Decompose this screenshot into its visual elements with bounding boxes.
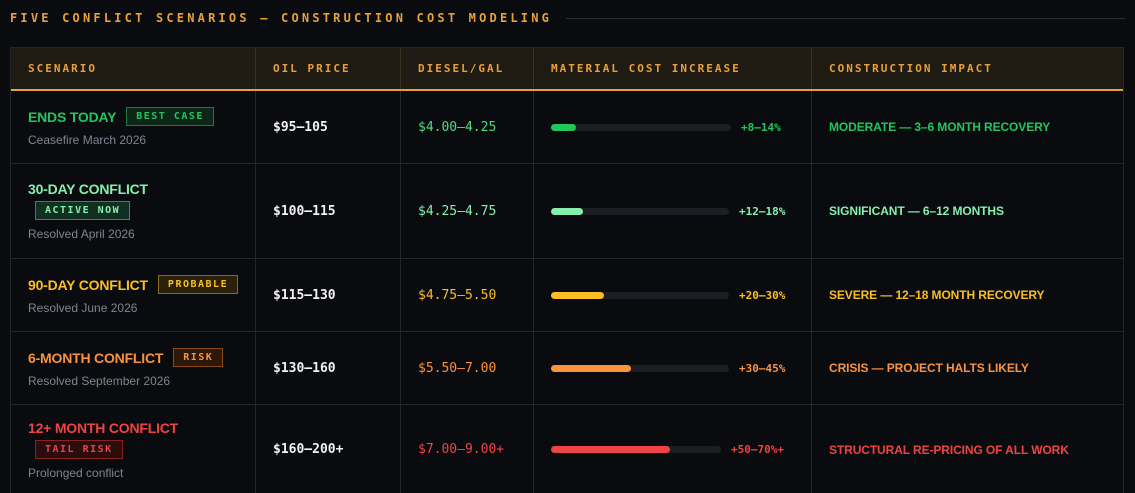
material-cost-cell: +50–70%+ [534,405,812,493]
material-cost-cell: +20–30% [534,259,812,331]
scenario-name: 12+ MONTH CONFLICT [28,419,179,436]
oil-price-value: $100–115 [273,203,336,219]
impact-label: SEVERE — 12–18 MONTH RECOVERY [829,288,1045,302]
oil-price-cell: $160–200+ [256,405,401,493]
oil-price-cell: $115–130 [256,259,401,331]
scenario-title-line: 90-DAY CONFLICT PROBABLE [28,275,239,294]
oil-price-value: $130–160 [273,360,336,376]
scenario-badge: TAIL RISK [35,439,123,459]
section-title: FIVE CONFLICT SCENARIOS — CONSTRUCTION C… [10,11,553,25]
cost-bar-fill [551,123,576,131]
cost-increase-label: +50–70%+ [731,443,784,456]
cost-bar-group: +20–30% [551,289,785,302]
diesel-price-value: $4.25–4.75 [418,203,497,219]
scenario-cell: ENDS TODAY BEST CASE Ceasefire March 202… [11,91,256,163]
cost-bar-track [551,446,721,453]
diesel-cell: $7.00–9.00+ [401,405,534,493]
cost-bar-track [551,364,729,372]
column-header-material-cost: MATERIAL COST INCREASE [534,48,812,89]
scenario-subtitle: Ceasefire March 2026 [28,133,147,147]
scenario-name: ENDS TODAY [28,108,117,125]
cost-increase-label: +8–14% [741,120,781,134]
cost-bar-group: +30–45% [551,362,785,375]
oil-price-value: $95–105 [273,119,328,135]
scenario-subtitle: Resolved April 2026 [28,227,135,241]
table-body: ENDS TODAY BEST CASE Ceasefire March 202… [11,91,1123,493]
scenario-subtitle: Prolonged conflict [28,465,124,480]
impact-cell: SEVERE — 12–18 MONTH RECOVERY [812,259,1123,331]
oil-price-cell: $100–115 [256,164,401,258]
impact-label: CRISIS — PROJECT HALTS LIKELY [829,361,1029,375]
scenario-cell: 6-MONTH CONFLICT RISK Resolved September… [11,332,256,404]
table-row: 90-DAY CONFLICT PROBABLE Resolved June 2… [11,259,1123,332]
section-heading: FIVE CONFLICT SCENARIOS — CONSTRUCTION C… [10,11,1125,25]
diesel-cell: $4.25–4.75 [401,164,534,258]
cost-bar-fill [551,207,583,215]
scenario-subtitle: Resolved September 2026 [28,374,171,388]
diesel-price-value: $7.00–9.00+ [418,442,505,457]
impact-cell: STRUCTURAL RE-PRICING OF ALL WORK [812,405,1123,493]
scenario-title-line: 30-DAY CONFLICT ACTIVE NOW [28,181,158,220]
cost-bar-group: +8–14% [551,121,781,134]
scenario-name: 6-MONTH CONFLICT [28,349,164,366]
column-header-oil-price: OIL PRICE [256,48,401,89]
cost-bar-fill [551,446,670,453]
scenario-name: 30-DAY CONFLICT [28,181,148,197]
table-row: ENDS TODAY BEST CASE Ceasefire March 202… [11,91,1123,164]
cost-bar-track [551,291,729,299]
scenario-table: SCENARIO OIL PRICE DIESEL/GAL MATERIAL C… [10,47,1124,493]
scenario-badge: ACTIVE NOW [35,201,131,220]
cost-increase-label: +12–18% [739,204,786,218]
table-row: 6-MONTH CONFLICT RISK Resolved September… [11,332,1123,405]
material-cost-cell: +12–18% [534,164,812,258]
impact-label: STRUCTURAL RE-PRICING OF ALL WORK [829,442,1069,457]
impact-label: MODERATE — 3–6 MONTH RECOVERY [829,120,1051,134]
oil-price-cell: $130–160 [256,332,401,404]
scenario-cell: 12+ MONTH CONFLICT TAIL RISK Prolonged c… [11,405,256,493]
scenario-badge: PROBABLE [157,275,239,294]
scenario-badge: RISK [173,348,224,367]
diesel-price-value: $4.00–4.25 [418,119,497,135]
diesel-cell: $5.50–7.00 [401,332,534,404]
oil-price-value: $160–200+ [273,442,344,457]
material-cost-cell: +30–45% [534,332,812,404]
diesel-cell: $4.75–5.50 [401,259,534,331]
scenario-name: 90-DAY CONFLICT [28,276,148,293]
diesel-price-value: $4.75–5.50 [418,287,497,303]
cost-bar-track [551,123,731,131]
cost-increase-label: +30–45% [739,361,786,375]
table-row: 30-DAY CONFLICT ACTIVE NOW Resolved Apri… [11,164,1123,259]
table-row: 12+ MONTH CONFLICT TAIL RISK Prolonged c… [11,405,1123,493]
scenario-title-line: ENDS TODAY BEST CASE [28,107,214,126]
column-header-diesel: DIESEL/GAL [401,48,534,89]
scenario-cell: 30-DAY CONFLICT ACTIVE NOW Resolved Apri… [11,164,256,258]
impact-cell: SIGNIFICANT — 6–12 MONTHS [812,164,1123,258]
column-header-scenario: SCENARIO [11,48,256,89]
cost-bar-track [551,207,729,215]
scenario-cell: 90-DAY CONFLICT PROBABLE Resolved June 2… [11,259,256,331]
diesel-price-value: $5.50–7.00 [418,360,497,376]
scenario-title-line: 6-MONTH CONFLICT RISK [28,348,224,367]
impact-label: SIGNIFICANT — 6–12 MONTHS [829,204,1004,218]
cost-bar-group: +50–70%+ [551,443,784,456]
material-cost-cell: +8–14% [534,91,812,163]
scenario-title-line: 12+ MONTH CONFLICT TAIL RISK [28,420,188,459]
cost-increase-label: +20–30% [739,288,786,302]
oil-price-value: $115–130 [273,287,336,303]
impact-cell: CRISIS — PROJECT HALTS LIKELY [812,332,1123,404]
table-header: SCENARIO OIL PRICE DIESEL/GAL MATERIAL C… [11,48,1123,91]
cost-bar-fill [551,291,604,299]
impact-cell: MODERATE — 3–6 MONTH RECOVERY [812,91,1123,163]
heading-divider [566,17,1125,19]
oil-price-cell: $95–105 [256,91,401,163]
scenario-subtitle: Resolved June 2026 [28,301,138,315]
cost-bar-fill [551,364,631,372]
scenario-badge: BEST CASE [126,107,214,126]
cost-bar-group: +12–18% [551,205,785,218]
diesel-cell: $4.00–4.25 [401,91,534,163]
column-header-construction-impact: CONSTRUCTION IMPACT [829,62,993,75]
